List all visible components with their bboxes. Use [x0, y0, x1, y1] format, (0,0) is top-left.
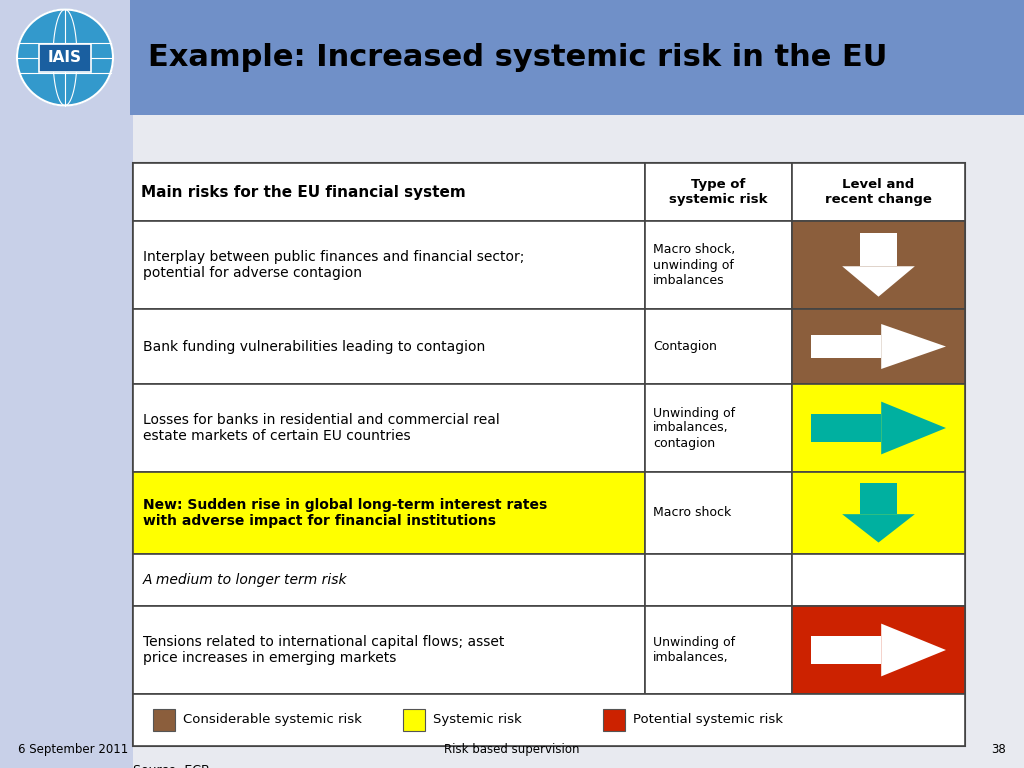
Text: Level and
recent change: Level and recent change [825, 178, 932, 206]
Bar [792, 472, 965, 554]
Bar [603, 709, 625, 731]
Polygon shape [882, 402, 946, 455]
Text: Considerable systemic risk: Considerable systemic risk [183, 713, 361, 727]
Bar [133, 163, 645, 221]
Text: Main risks for the EU financial system: Main risks for the EU financial system [141, 184, 466, 200]
Bar [133, 472, 645, 554]
Bar [0, 115, 133, 768]
Text: Systemic risk: Systemic risk [433, 713, 522, 727]
Text: Contagion: Contagion [653, 340, 717, 353]
Text: Bank funding vulnerabilities leading to contagion: Bank funding vulnerabilities leading to … [143, 339, 485, 353]
Bar [645, 163, 792, 221]
Bar [811, 636, 882, 664]
Bar [859, 484, 897, 515]
Bar [0, 0, 130, 115]
Bar [133, 694, 965, 746]
Text: IAIS: IAIS [48, 50, 82, 65]
Bar [645, 606, 792, 694]
Text: 38: 38 [991, 743, 1006, 756]
Bar [645, 309, 792, 384]
Bar [792, 606, 965, 694]
Bar [859, 233, 897, 266]
Bar [811, 414, 882, 442]
Bar [645, 472, 792, 554]
Polygon shape [882, 624, 946, 677]
Text: Potential systemic risk: Potential systemic risk [633, 713, 783, 727]
Bar [792, 221, 965, 309]
Polygon shape [842, 266, 914, 296]
Bar [645, 384, 792, 472]
Bar [645, 554, 792, 606]
Circle shape [17, 9, 113, 105]
Text: Losses for banks in residential and commercial real
estate markets of certain EU: Losses for banks in residential and comm… [143, 413, 500, 443]
Text: Macro shock: Macro shock [653, 507, 731, 519]
Bar [792, 384, 965, 472]
Bar [792, 163, 965, 221]
Bar [133, 221, 645, 309]
Text: Unwinding of
imbalances,
contagion: Unwinding of imbalances, contagion [653, 406, 735, 449]
Bar [792, 554, 965, 606]
Bar [153, 709, 175, 731]
Bar [39, 44, 91, 71]
Bar [403, 709, 425, 731]
Text: Interplay between public finances and financial sector;
potential for adverse co: Interplay between public finances and fi… [143, 250, 524, 280]
Text: Risk based supervision: Risk based supervision [444, 743, 580, 756]
Text: Macro shock,
unwinding of
imbalances: Macro shock, unwinding of imbalances [653, 243, 735, 286]
Polygon shape [882, 324, 946, 369]
Bar [133, 384, 645, 472]
Text: Source: ECB: Source: ECB [133, 764, 210, 768]
Bar [811, 335, 882, 358]
Bar [133, 606, 645, 694]
Text: Unwinding of
imbalances,: Unwinding of imbalances, [653, 636, 735, 664]
Bar [130, 0, 1024, 115]
Text: Example: Increased systemic risk in the EU: Example: Increased systemic risk in the … [148, 43, 888, 72]
Polygon shape [842, 515, 914, 542]
Text: New: Sudden rise in global long-term interest rates
with adverse impact for fina: New: Sudden rise in global long-term int… [143, 498, 547, 528]
Bar [792, 309, 965, 384]
Text: A medium to longer term risk: A medium to longer term risk [143, 573, 347, 587]
Text: Tensions related to international capital flows; asset
price increases in emergi: Tensions related to international capita… [143, 635, 505, 665]
Bar [133, 163, 965, 746]
Bar [133, 554, 645, 606]
Bar [645, 221, 792, 309]
Text: 6 September 2011: 6 September 2011 [18, 743, 128, 756]
Text: Type of
systemic risk: Type of systemic risk [670, 178, 768, 206]
Bar [133, 309, 645, 384]
